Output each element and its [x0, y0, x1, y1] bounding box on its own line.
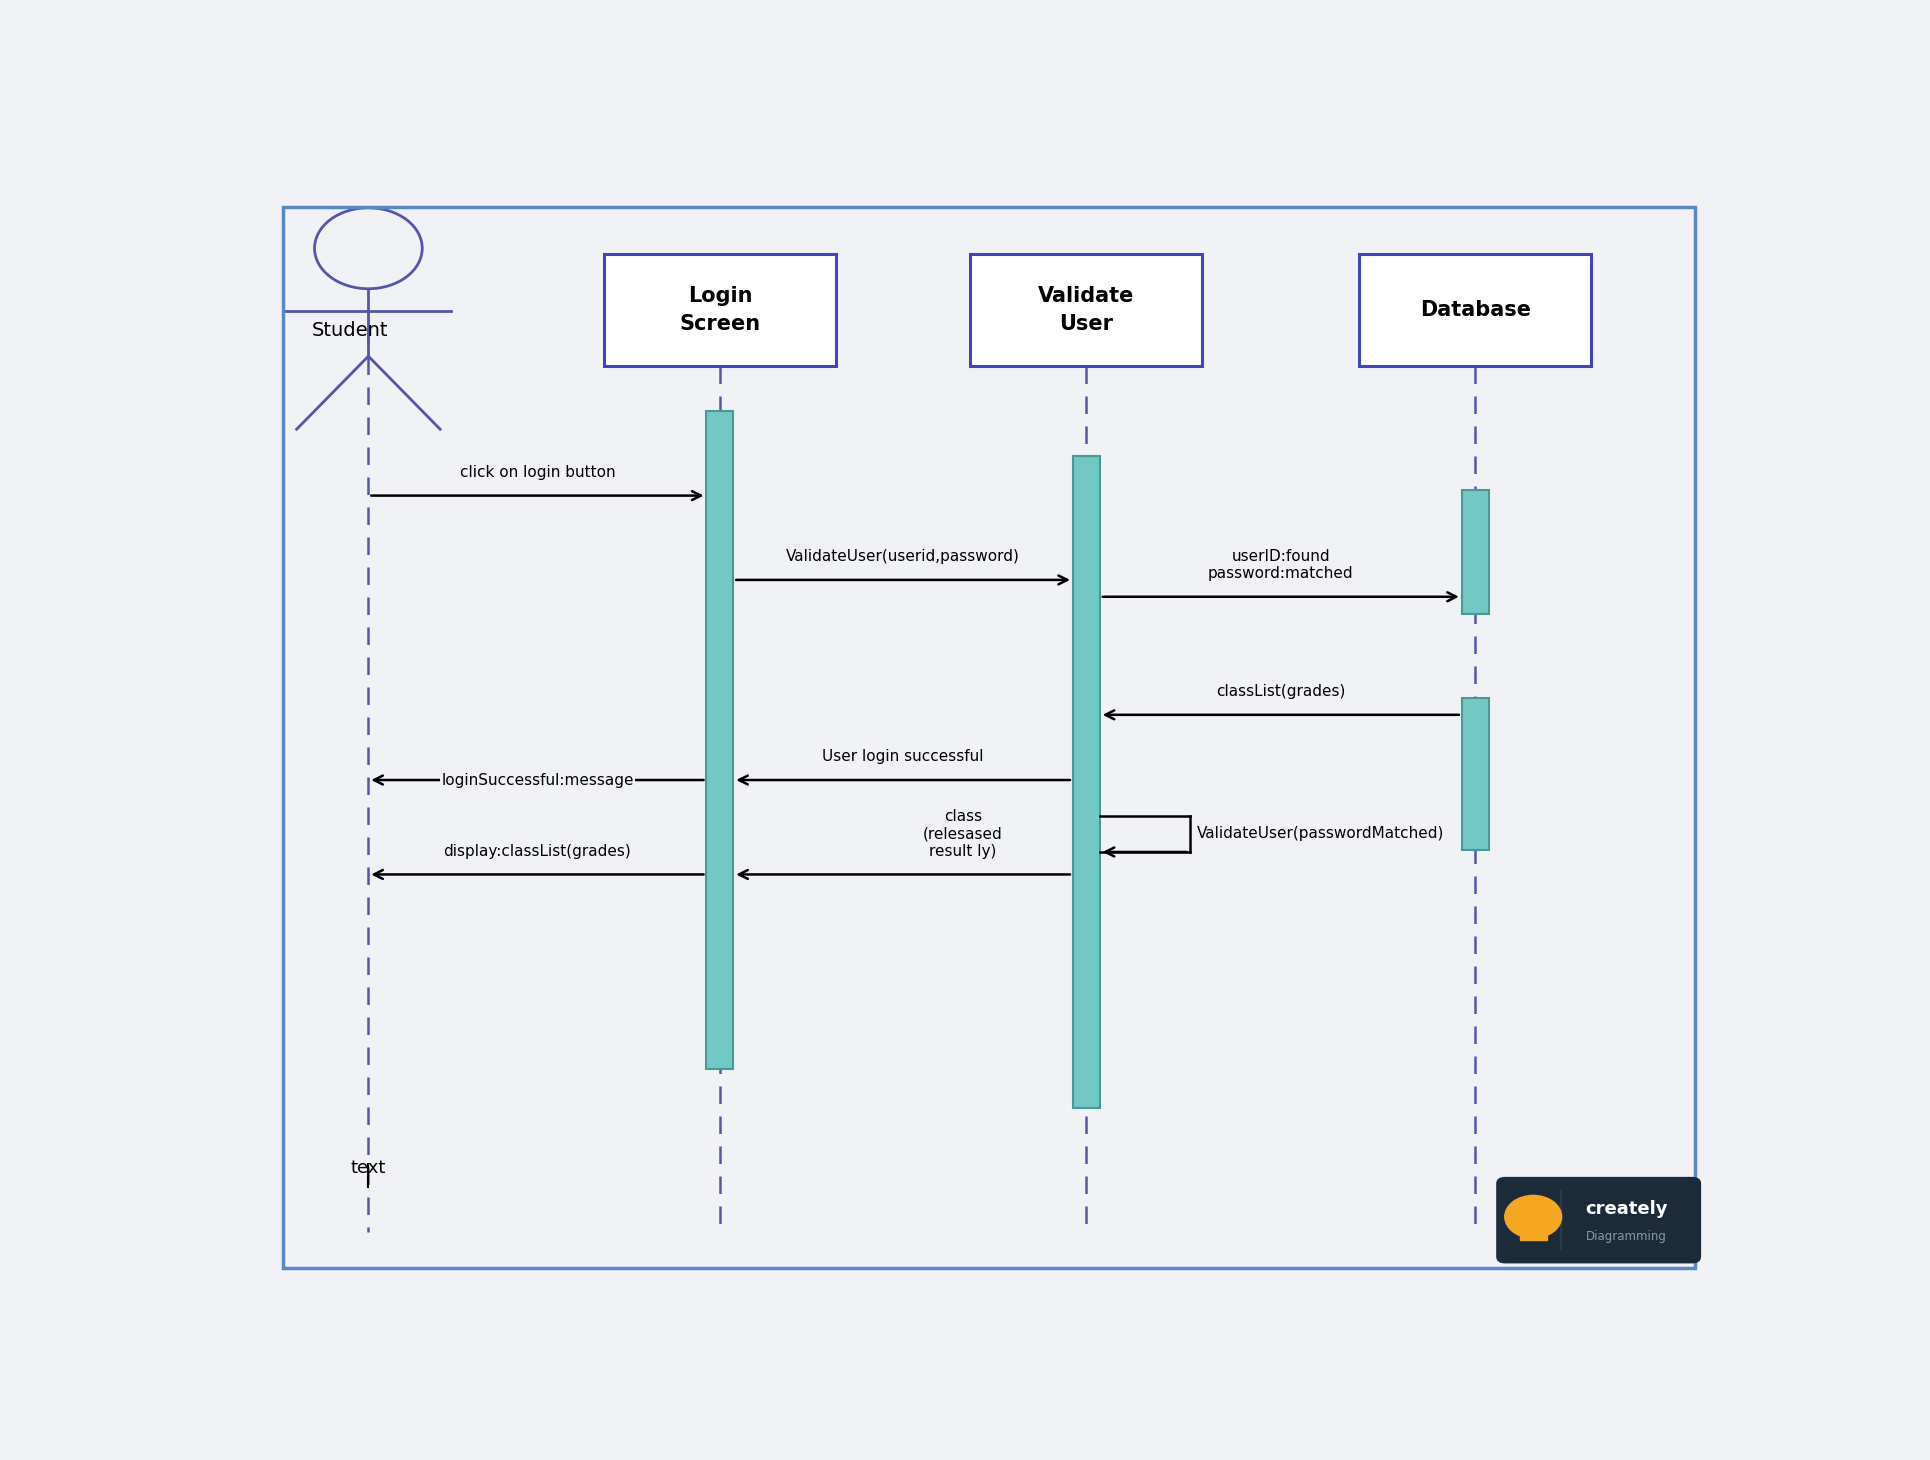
Text: click on login button: click on login button — [459, 464, 616, 480]
Text: Login
Screen: Login Screen — [679, 286, 760, 334]
Text: ValidateUser(passwordMatched): ValidateUser(passwordMatched) — [1197, 826, 1444, 841]
Bar — [604, 254, 836, 366]
Text: class
(relesased
result ly): class (relesased result ly) — [923, 809, 1004, 858]
Circle shape — [1505, 1196, 1561, 1238]
Text: creately: creately — [1585, 1200, 1668, 1218]
Text: ValidateUser(userid,password): ValidateUser(userid,password) — [786, 549, 1021, 564]
Text: Diagramming: Diagramming — [1586, 1231, 1668, 1244]
Text: User login successful: User login successful — [822, 749, 984, 764]
Text: Validate
User: Validate User — [1038, 286, 1135, 334]
Text: loginSuccessful:message: loginSuccessful:message — [442, 772, 633, 787]
Bar — [1461, 698, 1488, 850]
Bar — [1519, 1229, 1546, 1241]
Text: text: text — [351, 1159, 386, 1177]
Text: display:classList(grades): display:classList(grades) — [444, 844, 631, 858]
Text: Database: Database — [1420, 301, 1530, 320]
Bar — [1073, 456, 1100, 1108]
Bar — [1359, 254, 1590, 366]
Text: userID:found
password:matched: userID:found password:matched — [1208, 549, 1353, 581]
Text: classList(grades): classList(grades) — [1216, 685, 1345, 699]
Bar — [706, 412, 733, 1069]
Bar — [1461, 491, 1488, 613]
Bar — [971, 254, 1202, 366]
FancyBboxPatch shape — [1496, 1177, 1700, 1263]
Text: Student: Student — [313, 321, 388, 340]
